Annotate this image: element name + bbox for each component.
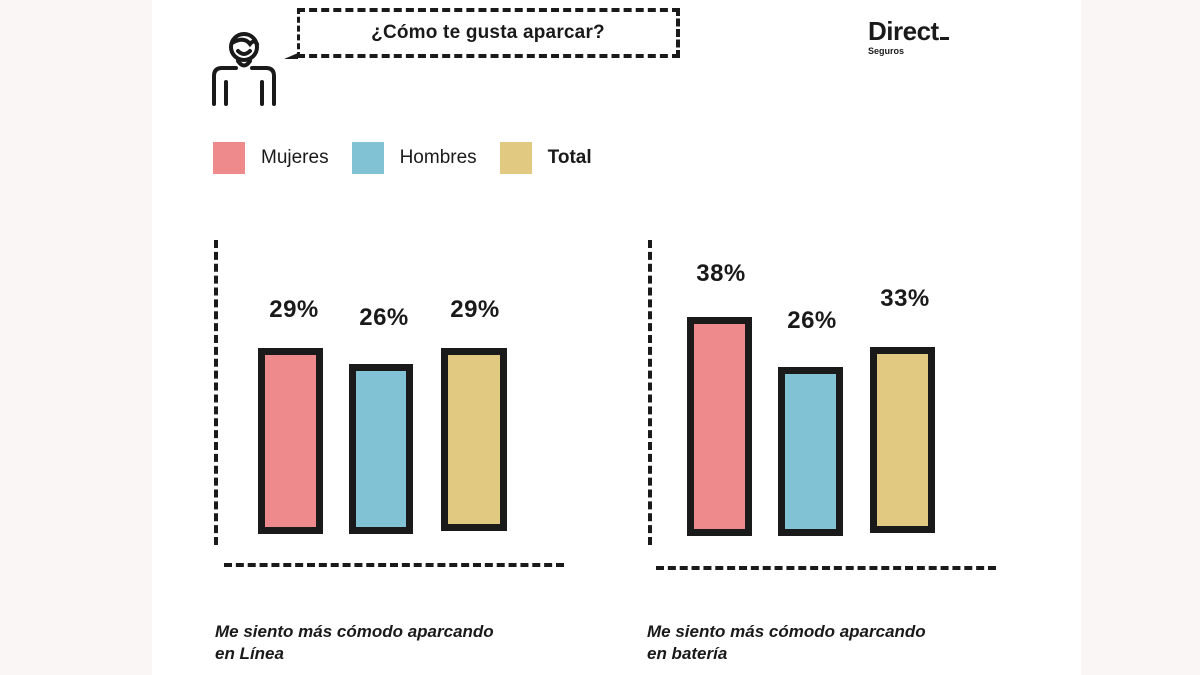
x-axis-dashed xyxy=(224,563,564,567)
bar-hombres xyxy=(349,364,413,534)
bar-total xyxy=(441,348,507,531)
bar-mujeres xyxy=(687,317,752,536)
legend-swatch-mujeres xyxy=(213,142,245,174)
y-axis-dashed xyxy=(648,240,656,545)
question-bubble: ¿Cómo te gusta aparcar? xyxy=(297,8,680,58)
value-label-total: 33% xyxy=(880,285,930,312)
y-axis-dashed xyxy=(214,240,222,545)
bar-hombres xyxy=(778,367,843,536)
bar-total xyxy=(870,347,935,533)
value-label-hombres: 26% xyxy=(359,304,409,331)
value-label-total: 29% xyxy=(450,296,500,323)
direct-seguros-logo: Direct Seguros xyxy=(868,18,949,56)
bar-mujeres xyxy=(258,348,323,534)
chart-caption-bateria: Me siento más cómodo aparcando en baterí… xyxy=(647,622,926,663)
person-icon xyxy=(212,32,276,106)
legend-label-total: Total xyxy=(547,147,592,168)
speech-bubble-tail xyxy=(284,46,298,59)
legend-item-total: Total xyxy=(499,142,592,174)
question-title: ¿Cómo te gusta aparcar? xyxy=(371,22,605,43)
chart-caption-linea: Me siento más cómodo aparcando en Línea xyxy=(215,622,494,663)
value-label-mujeres: 38% xyxy=(696,260,746,287)
x-axis-dashed xyxy=(656,566,996,570)
value-label-hombres: 26% xyxy=(787,307,837,334)
legend-swatch-total xyxy=(499,142,532,174)
legend-label-mujeres: Mujeres xyxy=(261,147,329,168)
infographic-panel xyxy=(152,0,1081,675)
logo-sub: Seguros xyxy=(868,46,905,56)
legend-label-hombres: Hombres xyxy=(399,147,477,168)
legend-swatch-hombres xyxy=(351,142,384,174)
legend: Mujeres Hombres Total xyxy=(213,142,615,174)
legend-item-hombres: Hombres xyxy=(351,142,477,174)
value-label-mujeres: 29% xyxy=(269,296,319,323)
legend-item-mujeres: Mujeres xyxy=(213,142,329,174)
logo-main: Direct xyxy=(868,18,949,44)
